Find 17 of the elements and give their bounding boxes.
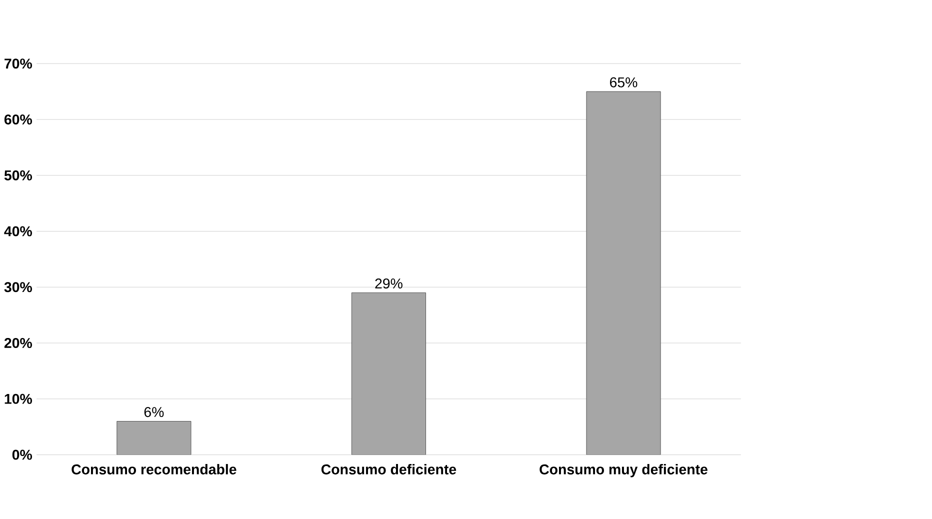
bar	[351, 292, 426, 455]
data-label: 6%	[144, 407, 164, 418]
y-tick-label: 10%	[4, 394, 32, 404]
y-tick-label: 40%	[4, 226, 32, 236]
y-tick-label: 20%	[4, 338, 32, 348]
y-tick-label: 50%	[4, 170, 32, 180]
data-label: 29%	[375, 278, 402, 289]
x-tick-label: Consumo recomendable	[72, 464, 236, 474]
y-tick-label: 60%	[4, 114, 32, 124]
x-tick-label: Consumo deficiente	[321, 464, 456, 474]
y-tick-label: 0%	[12, 450, 32, 460]
y-tick-label: 70%	[4, 58, 32, 69]
data-label: 65%	[610, 77, 638, 88]
bar	[586, 91, 661, 455]
y-tick-label: 30%	[4, 282, 32, 292]
bar	[116, 421, 192, 455]
x-tick-label: Consumo muy deficiente	[540, 464, 708, 478]
